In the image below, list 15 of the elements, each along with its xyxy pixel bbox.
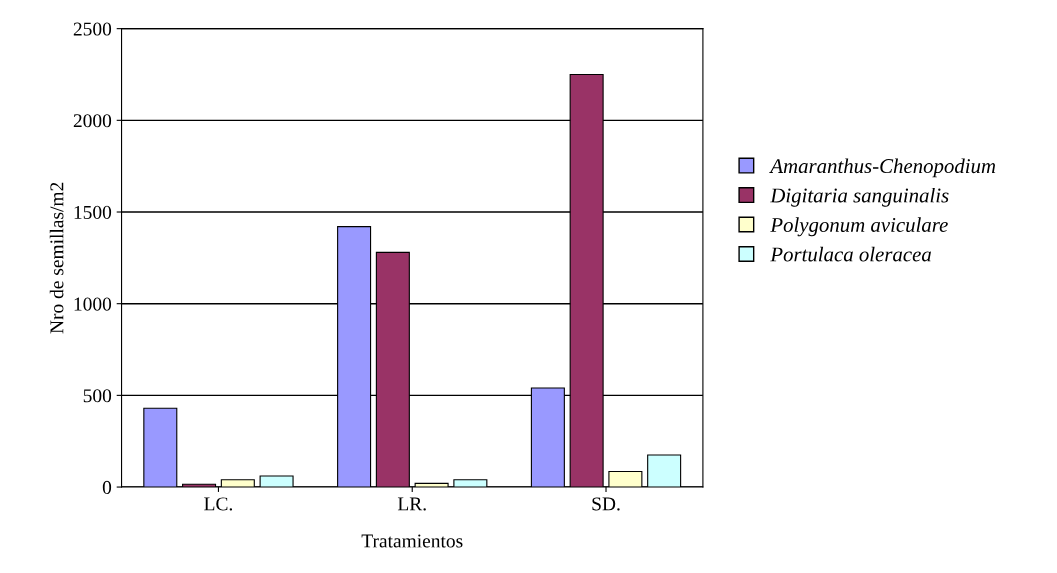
y-tick-label: 1500 (74, 205, 112, 219)
x-tick-label: SD. (592, 497, 620, 511)
legend-label: Polygonum aviculare (770, 217, 948, 237)
legend-label: Amaranthus-Chenopodium (769, 158, 996, 178)
y-tick-label: 1000 (74, 297, 112, 311)
y-tick-label: 2000 (73, 114, 112, 128)
x-axis-title: Tratamientos (361, 534, 463, 548)
x-tick-label: LC. (204, 497, 233, 511)
y-tick-label: 2500 (73, 22, 112, 36)
legend-label: Digitaria sanguinalis (770, 187, 949, 207)
y-tick-label: 0 (102, 480, 112, 494)
y-tick-label: 500 (83, 389, 112, 403)
x-tick-label: LR. (397, 497, 426, 511)
legend-label: Portulaca oleracea (770, 246, 931, 262)
y-axis-title: Nro de semillas/m2 (49, 182, 64, 334)
